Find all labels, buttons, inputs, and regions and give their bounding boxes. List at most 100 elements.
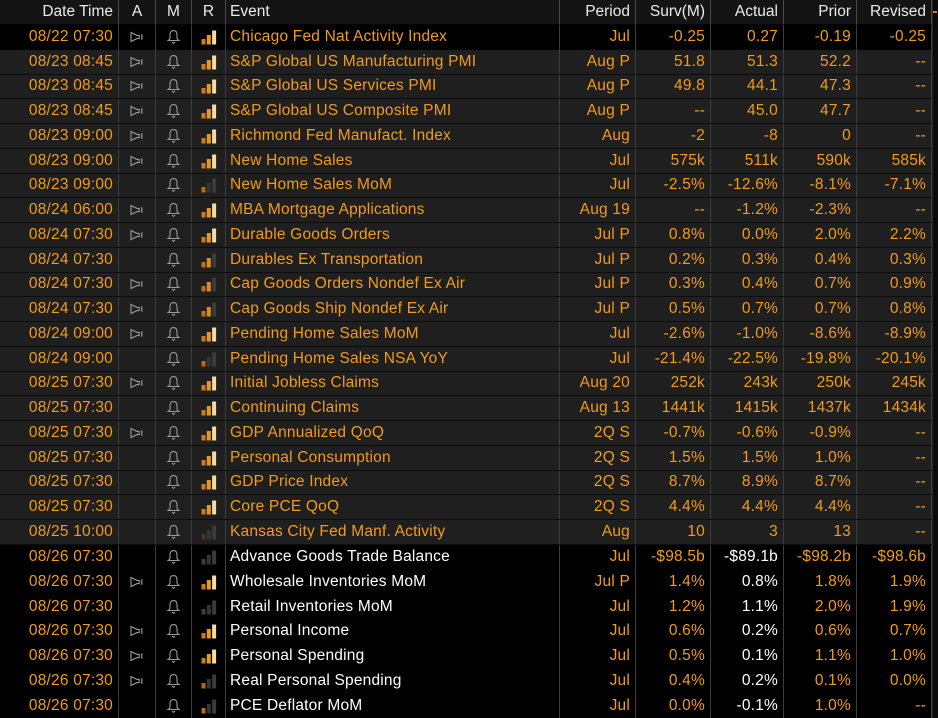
column-header-alarm[interactable]: M xyxy=(156,0,192,25)
speaker-icon[interactable] xyxy=(129,327,146,341)
bell-icon[interactable] xyxy=(166,450,181,466)
table-row[interactable]: 08/26 07:30 Personal Spending Jul 0.5% 0.1% 1… xyxy=(0,643,932,669)
relevance-bars-icon xyxy=(201,202,217,218)
speaker-icon[interactable] xyxy=(129,624,146,638)
vertical-scrollbar[interactable] xyxy=(932,0,938,718)
bell-icon[interactable] xyxy=(166,648,181,664)
table-row[interactable]: 08/25 07:30 GDP Annualized QoQ 2Q S -0.7% -0… xyxy=(0,421,932,446)
column-header-event[interactable]: Event xyxy=(226,0,560,25)
bell-icon[interactable] xyxy=(166,54,181,70)
speaker-icon[interactable] xyxy=(129,575,146,589)
column-header-relevance[interactable]: R xyxy=(192,0,226,25)
bell-icon[interactable] xyxy=(166,326,181,342)
table-row[interactable]: 08/24 07:30 Cap Goods Orders Nondef Ex Ai… xyxy=(0,272,932,298)
bell-icon[interactable] xyxy=(166,78,181,94)
bell-icon[interactable] xyxy=(166,351,181,367)
bell-icon[interactable] xyxy=(166,128,181,144)
speaker-icon[interactable] xyxy=(129,277,146,291)
alarm-cell xyxy=(156,124,192,148)
relevance-bars-icon xyxy=(201,326,217,342)
bell-icon[interactable] xyxy=(166,524,181,540)
table-row[interactable]: 08/24 09:00 Pending Home Sales MoM Jul -2.6… xyxy=(0,322,932,347)
revised-cell: -8.9% xyxy=(857,322,932,346)
table-row[interactable]: 08/22 07:30 Chicago Fed Nat Activity Inde… xyxy=(0,25,932,50)
bell-icon[interactable] xyxy=(166,698,181,714)
speaker-icon[interactable] xyxy=(129,154,146,168)
prior-cell: 0.6% xyxy=(784,619,857,644)
speaker-icon[interactable] xyxy=(129,302,146,316)
audio-cell xyxy=(119,124,156,148)
bell-icon[interactable] xyxy=(166,549,181,565)
speaker-icon[interactable] xyxy=(129,30,146,44)
bell-icon[interactable] xyxy=(166,202,181,218)
table-row[interactable]: 08/23 09:00 Richmond Fed Manufact. Index A… xyxy=(0,124,932,149)
table-row[interactable]: 08/26 07:30 Advance Goods Trade Balance Ju… xyxy=(0,544,932,570)
table-row[interactable]: 08/24 06:00 MBA Mortgage Applications Aug … xyxy=(0,198,932,223)
bell-icon[interactable] xyxy=(166,623,181,639)
table-row[interactable]: 08/24 07:30 Cap Goods Ship Nondef Ex Air J… xyxy=(0,297,932,322)
bell-icon[interactable] xyxy=(166,574,181,590)
table-row[interactable]: 08/24 07:30 Durable Goods Orders Jul P 0.8%… xyxy=(0,223,932,248)
table-row[interactable]: 08/26 07:30 Retail Inventories MoM Jul 1.2%… xyxy=(0,594,932,619)
table-row[interactable]: 08/23 08:45 S&P Global US Composite PMI Au… xyxy=(0,99,932,124)
audio-cell xyxy=(119,396,156,420)
speaker-icon[interactable] xyxy=(129,426,146,440)
table-row[interactable]: 08/26 07:30 PCE Deflator MoM Jul 0.0% -0.1% 1… xyxy=(0,693,932,718)
table-row[interactable]: 08/26 07:30 Personal Income Jul 0.6% 0.2% 0.6… xyxy=(0,619,932,644)
bell-icon[interactable] xyxy=(166,400,181,416)
table-row[interactable]: 08/23 09:00 New Home Sales Jul 575k 511k 590k… xyxy=(0,148,932,174)
datetime-cell: 08/23 09:00 xyxy=(0,173,119,198)
column-header-actual[interactable]: Actual xyxy=(711,0,784,25)
bell-icon[interactable] xyxy=(166,227,181,243)
bell-icon[interactable] xyxy=(166,499,181,515)
table-row[interactable]: 08/24 07:30 Durables Ex Transportation Jul… xyxy=(0,247,932,273)
column-header-survey[interactable]: Surv(M) xyxy=(636,0,711,25)
table-row[interactable]: 08/23 09:00 New Home Sales MoM Jul -2.5% -12… xyxy=(0,173,932,199)
table-row[interactable]: 08/25 07:30 Initial Jobless Claims Aug 20 2… xyxy=(0,371,932,397)
speaker-icon[interactable] xyxy=(129,129,146,143)
speaker-icon[interactable] xyxy=(129,79,146,93)
speaker-icon[interactable] xyxy=(129,649,146,663)
table-row[interactable]: 08/25 07:30 Continuing Claims Aug 13 1441k 1… xyxy=(0,396,932,421)
table-row[interactable]: 08/26 07:30 Real Personal Spending Jul 0.4%… xyxy=(0,668,932,694)
table-row[interactable]: 08/25 10:00 Kansas City Fed Manf. Activit… xyxy=(0,520,932,545)
bell-icon[interactable] xyxy=(166,29,181,45)
event-name-cell: Pending Home Sales NSA YoY xyxy=(226,346,560,371)
speaker-icon[interactable] xyxy=(129,674,146,688)
bell-icon[interactable] xyxy=(166,103,181,119)
table-row[interactable]: 08/26 07:30 Wholesale Inventories MoM Jul … xyxy=(0,569,932,595)
revised-cell: 1434k xyxy=(857,396,932,420)
table-row[interactable]: 08/23 08:45 S&P Global US Manufacturing P… xyxy=(0,49,932,75)
bell-icon[interactable] xyxy=(166,599,181,615)
column-header-date-time[interactable]: Date Time xyxy=(0,0,119,25)
bell-icon[interactable] xyxy=(166,153,181,169)
bell-icon[interactable] xyxy=(166,425,181,441)
period-cell: Jul P xyxy=(560,297,636,321)
bell-icon[interactable] xyxy=(166,177,181,193)
bell-icon[interactable] xyxy=(166,673,181,689)
table-row[interactable]: 08/25 07:30 GDP Price Index 2Q S 8.7% 8.9% 8.… xyxy=(0,470,932,496)
bell-icon[interactable] xyxy=(166,276,181,292)
bell-icon[interactable] xyxy=(166,252,181,268)
table-row[interactable]: 08/24 09:00 Pending Home Sales NSA YoY Jul… xyxy=(0,346,932,372)
bell-icon[interactable] xyxy=(166,375,181,391)
column-header-audio[interactable]: A xyxy=(119,0,156,25)
column-header-revised[interactable]: Revised xyxy=(857,0,932,25)
table-row[interactable]: 08/25 07:30 Personal Consumption 2Q S 1.5% 1… xyxy=(0,445,932,471)
speaker-icon[interactable] xyxy=(129,55,146,69)
period-cell: 2Q S xyxy=(560,445,636,470)
speaker-icon[interactable] xyxy=(129,203,146,217)
table-row[interactable]: 08/25 07:30 Core PCE QoQ 2Q S 4.4% 4.4% 4.4% -… xyxy=(0,495,932,520)
bell-icon[interactable] xyxy=(166,301,181,317)
column-header-prior[interactable]: Prior xyxy=(784,0,857,25)
column-header-period[interactable]: Period xyxy=(560,0,636,25)
bell-icon[interactable] xyxy=(166,474,181,490)
speaker-icon[interactable] xyxy=(129,376,146,390)
speaker-icon[interactable] xyxy=(129,228,146,242)
alarm-cell xyxy=(156,148,192,173)
speaker-icon[interactable] xyxy=(129,104,146,118)
datetime-cell: 08/25 07:30 xyxy=(0,495,119,519)
table-row[interactable]: 08/23 08:45 S&P Global US Services PMI Aug… xyxy=(0,74,932,100)
audio-cell xyxy=(119,223,156,247)
